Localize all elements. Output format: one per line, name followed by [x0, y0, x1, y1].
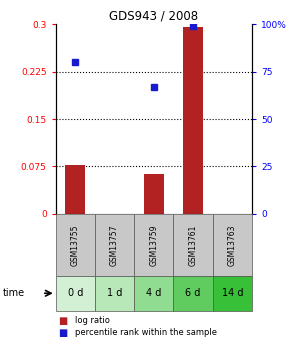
Text: log ratio: log ratio	[75, 316, 110, 325]
Bar	[213, 276, 252, 310]
Bar	[183, 27, 203, 214]
Bar	[144, 174, 163, 214]
Text: percentile rank within the sample: percentile rank within the sample	[75, 328, 217, 337]
Text: time: time	[3, 288, 25, 298]
Text: GSM13757: GSM13757	[110, 224, 119, 266]
Bar	[56, 214, 95, 276]
Bar	[134, 276, 173, 310]
Text: GSM13759: GSM13759	[149, 224, 158, 266]
Bar	[95, 214, 134, 276]
Bar	[56, 276, 95, 310]
Bar	[173, 214, 213, 276]
Bar	[134, 214, 173, 276]
Text: GSM13761: GSM13761	[189, 224, 197, 266]
Text: 4 d: 4 d	[146, 288, 161, 298]
Text: ■: ■	[59, 316, 68, 326]
Bar	[173, 276, 213, 310]
Bar	[95, 276, 134, 310]
Text: 1 d: 1 d	[107, 288, 122, 298]
Bar	[213, 214, 252, 276]
Text: ■: ■	[59, 328, 68, 338]
Bar	[66, 165, 85, 214]
Title: GDS943 / 2008: GDS943 / 2008	[109, 10, 198, 23]
Text: 0 d: 0 d	[68, 288, 83, 298]
Text: 14 d: 14 d	[222, 288, 243, 298]
Text: 6 d: 6 d	[185, 288, 201, 298]
Text: GSM13763: GSM13763	[228, 224, 237, 266]
Text: GSM13755: GSM13755	[71, 224, 80, 266]
